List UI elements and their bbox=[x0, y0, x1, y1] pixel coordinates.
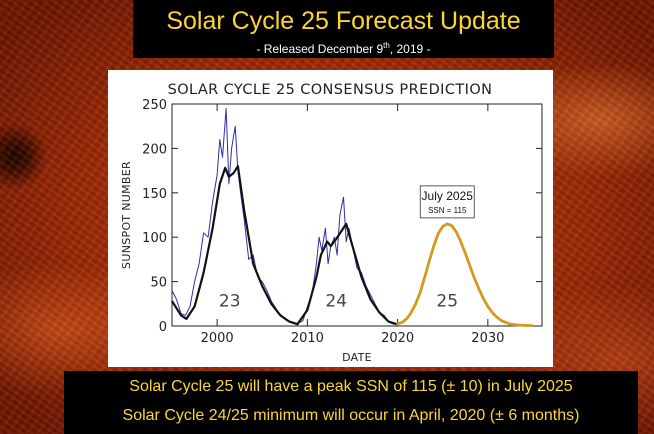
peak-annotation-title: July 2025 bbox=[422, 189, 474, 203]
x-tick-label: 2030 bbox=[471, 331, 504, 346]
plot-frame bbox=[171, 103, 543, 327]
y-tick-label: 0 bbox=[159, 320, 167, 335]
y-tick-label: 100 bbox=[142, 231, 167, 246]
release-date-suffix: th bbox=[383, 41, 390, 50]
page-title: Solar Cycle 25 Forecast Update bbox=[166, 7, 521, 35]
peak-annotation-box bbox=[419, 185, 475, 219]
title-banner: Solar Cycle 25 Forecast Update - Release… bbox=[133, 0, 554, 58]
cycle-label: 23 bbox=[219, 291, 241, 311]
y-tick-label: 200 bbox=[142, 142, 167, 157]
peak-annotation-value: SSN = 115 bbox=[428, 206, 467, 215]
release-date-rest: , 2019 - bbox=[389, 42, 431, 56]
x-tick-label: 2000 bbox=[201, 331, 234, 346]
prediction-chart: SOLAR CYCLE 25 CONSENSUS PREDICTION 0 50 1… bbox=[120, 82, 543, 364]
cycle-label: 24 bbox=[325, 291, 347, 311]
x-tick-label: 2020 bbox=[381, 331, 414, 346]
y-tick-label: 50 bbox=[150, 276, 167, 291]
summary-peak: Solar Cycle 25 will have a peak SSN of 1… bbox=[129, 378, 573, 395]
x-tick-label: 2010 bbox=[291, 331, 324, 346]
y-tick-label: 150 bbox=[142, 187, 167, 202]
summary-panel: Solar Cycle 25 will have a peak SSN of 1… bbox=[64, 371, 638, 434]
release-date: - Released December 9th, 2019 - bbox=[133, 38, 554, 57]
chart-panel: SOLAR CYCLE 25 CONSENSUS PREDICTION 0 50 1… bbox=[108, 70, 553, 367]
smoothed-ssn-line bbox=[171, 165, 398, 326]
observed-ssn-line bbox=[171, 107, 394, 325]
cycle25-prediction-line bbox=[396, 222, 534, 327]
x-axis-label: DATE bbox=[342, 351, 372, 364]
release-date-prefix: - Released December 9 bbox=[256, 42, 384, 56]
summary-minimum: Solar Cycle 24/25 minimum will occur in … bbox=[122, 407, 580, 424]
y-axis-label: SUNSPOT NUMBER bbox=[120, 161, 133, 269]
y-tick-label: 250 bbox=[142, 98, 167, 113]
cycle-label: 25 bbox=[436, 291, 458, 311]
chart-title: SOLAR CYCLE 25 CONSENSUS PREDICTION bbox=[168, 82, 493, 98]
